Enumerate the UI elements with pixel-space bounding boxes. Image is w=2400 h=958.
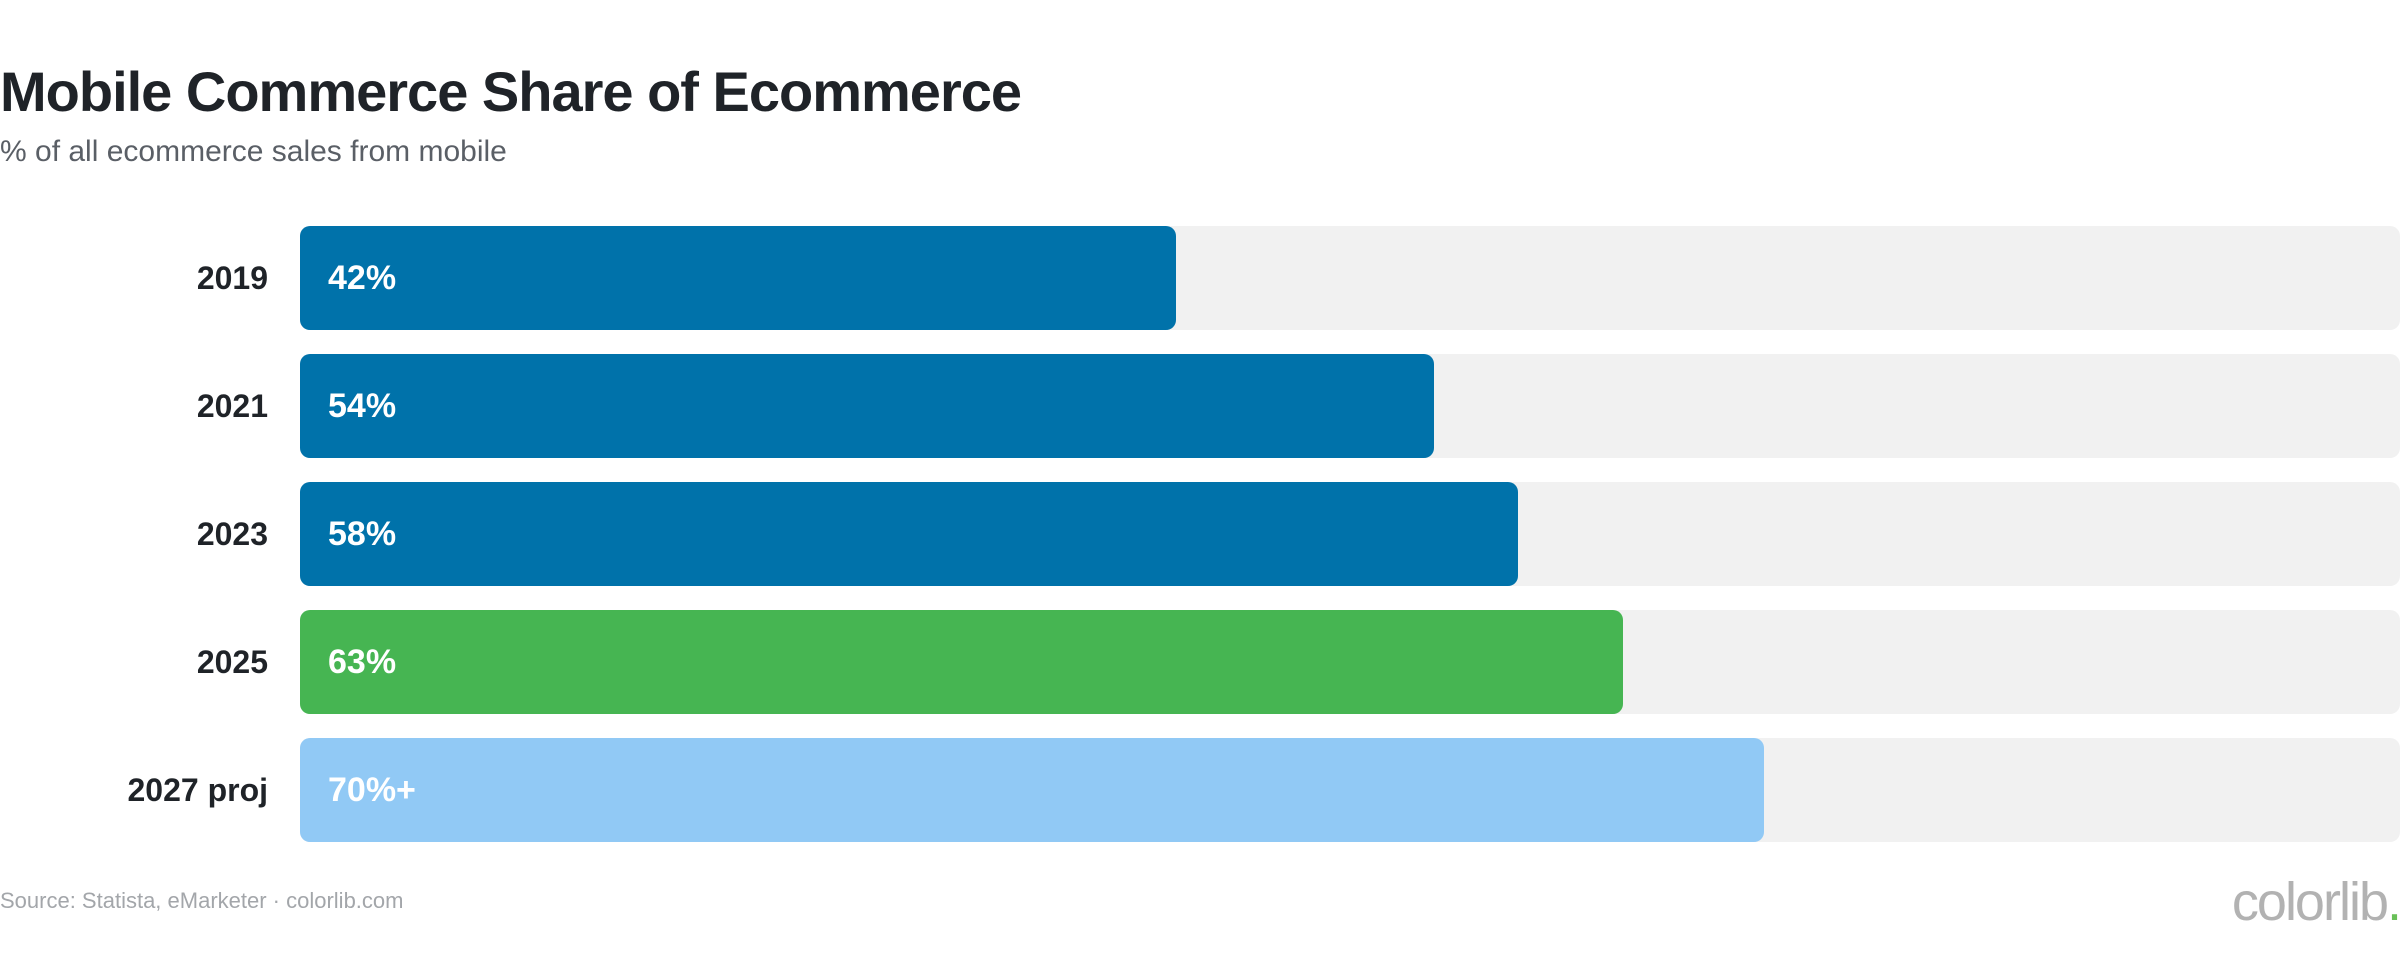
data-label: 58%: [328, 515, 397, 553]
source-note: Source: Statista, eMarketer · colorlib.c…: [0, 888, 404, 913]
data-label: 70%+: [328, 771, 416, 809]
bar: [300, 738, 1764, 842]
brand-dot: .: [2386, 872, 2400, 932]
category-label: 2023: [196, 516, 268, 552]
data-label: 54%: [328, 387, 397, 425]
category-label: 2021: [196, 388, 268, 424]
data-label: 42%: [328, 259, 397, 297]
bar: [300, 354, 1434, 458]
brand-wordmark: colorlib: [2231, 872, 2389, 932]
category-label: 2025: [196, 644, 268, 680]
chart-title: Mobile Commerce Share of Ecommerce: [0, 60, 1022, 123]
category-label: 2027 proj: [127, 772, 268, 808]
chart-subtitle: % of all ecommerce sales from mobile: [0, 135, 507, 168]
bar: [300, 226, 1176, 330]
brand-logo: colorlib.: [2232, 870, 2400, 934]
bar: [300, 610, 1623, 714]
data-label: 63%: [328, 643, 397, 681]
bar: [300, 482, 1518, 586]
category-label: 2019: [196, 260, 268, 296]
